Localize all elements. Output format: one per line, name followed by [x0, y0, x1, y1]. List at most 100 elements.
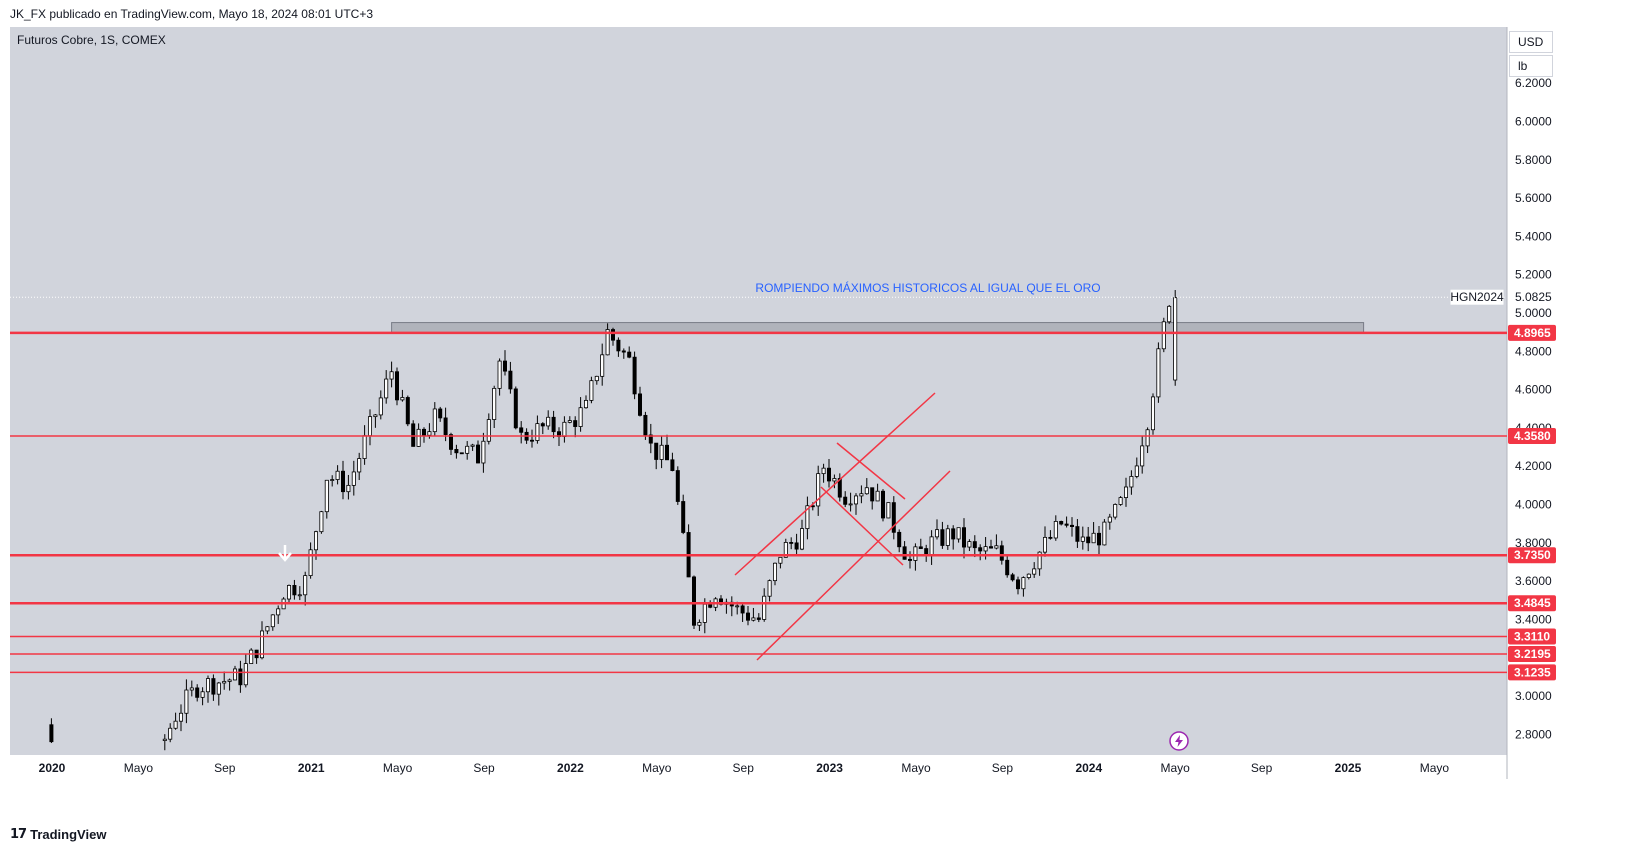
candle-body [438, 408, 443, 419]
candle-body [535, 423, 540, 441]
candle-body [400, 397, 405, 401]
y-tick-label: 5.8000 [1515, 153, 1552, 167]
candle-body [627, 351, 632, 358]
candle-body [486, 419, 491, 442]
level-price-label: 3.2195 [1514, 647, 1551, 661]
candle-body [1173, 297, 1178, 381]
candle-body [1053, 521, 1058, 539]
candle-body [513, 388, 518, 429]
x-tick-label: 2022 [557, 761, 584, 775]
candle-body [573, 420, 578, 427]
candle-body [848, 503, 853, 506]
candle-body [1129, 476, 1134, 488]
x-tick-label: Sep [1251, 761, 1273, 775]
y-tick-label: 4.8000 [1515, 344, 1552, 358]
candle-body [292, 585, 297, 596]
candle-body [454, 449, 459, 454]
candle-body [562, 421, 567, 437]
candle-body [189, 687, 194, 691]
x-tick-label: Sep [733, 761, 755, 775]
candle-body [1070, 524, 1075, 527]
candle-body [837, 478, 842, 498]
currency-button[interactable]: USD [1509, 31, 1553, 53]
candle-body [605, 329, 610, 356]
candle-body [313, 531, 318, 551]
level-price-tag [1508, 664, 1556, 681]
candle-body [270, 614, 275, 628]
symbol-title: Futuros Cobre, 1S, COMEX [17, 33, 166, 47]
candle-body [200, 691, 205, 698]
level-price-label: 3.4845 [1514, 596, 1551, 610]
candle-body [945, 528, 950, 546]
candle-body [178, 712, 183, 722]
price-chart[interactable]: Futuros Cobre, 1S, COMEX ROMPIENDO MÁXIM… [10, 27, 1624, 814]
candle-body [794, 542, 799, 550]
candle-body [864, 487, 869, 495]
x-tick-label: Mayo [1420, 761, 1450, 775]
candle-body [886, 502, 891, 519]
unit-button[interactable]: lb [1509, 55, 1553, 77]
candle-body [308, 549, 313, 577]
candle-body [546, 416, 551, 427]
candle-body [1102, 521, 1107, 546]
candle-body [389, 371, 394, 380]
x-tick-label: Sep [214, 761, 236, 775]
candle-body [286, 585, 291, 600]
resistance-zone[interactable] [391, 322, 1365, 334]
candle-body [432, 408, 437, 433]
chart-frame: Futuros Cobre, 1S, COMEX ROMPIENDO MÁXIM… [10, 27, 1624, 814]
candle-body [859, 493, 864, 497]
candle-body [411, 423, 416, 447]
arrow-down-icon [278, 545, 292, 562]
candle-body [319, 511, 324, 533]
candle-body [1151, 396, 1156, 431]
x-tick-label: 2025 [1335, 761, 1362, 775]
candle-body [567, 420, 572, 423]
candle-body [751, 617, 756, 621]
candle-body [227, 679, 232, 682]
candle-body [540, 423, 545, 427]
candle-body [1021, 577, 1026, 590]
candle-body [168, 727, 173, 740]
candle-body [670, 459, 675, 471]
candle-body [967, 541, 972, 548]
candle-body [648, 434, 653, 444]
candle-body [756, 617, 761, 620]
candle-body [854, 495, 859, 505]
candle-body [665, 444, 670, 461]
candle-body [1156, 348, 1161, 398]
wedge-line-lower[interactable] [820, 486, 904, 566]
x-tick-label: 2020 [39, 761, 66, 775]
candle-body [783, 542, 788, 558]
candle-body [519, 427, 524, 433]
tradingview-brand[interactable]: 𝟭𝟳 TradingView [10, 826, 106, 842]
channel-lower-line[interactable] [756, 470, 951, 661]
y-tick-label: 4.0000 [1515, 498, 1552, 512]
candle-body [805, 505, 810, 530]
candle-body [621, 350, 626, 353]
candle-body [989, 546, 994, 549]
candle-body [983, 546, 988, 552]
candle-body [643, 414, 648, 436]
candle-body [940, 529, 945, 546]
candle-body [481, 440, 486, 464]
level-price-label: 4.3580 [1514, 429, 1551, 443]
candle-body [1032, 568, 1037, 575]
candle-body [659, 444, 664, 460]
level-price-label: 4.8965 [1514, 326, 1551, 340]
candle-body [195, 687, 200, 698]
candle-body [962, 527, 967, 548]
candle-body [999, 545, 1004, 561]
candle-body [702, 603, 707, 623]
candle-body [162, 738, 167, 741]
flash-icon[interactable] [1169, 731, 1189, 751]
candle-body [459, 452, 464, 455]
channel-upper-line[interactable] [734, 392, 936, 576]
wedge-line-upper[interactable] [836, 442, 906, 500]
candle-body [530, 439, 535, 442]
candle-body [816, 473, 821, 507]
candle-body [508, 370, 513, 390]
candle-body [497, 360, 502, 389]
chart-annotation[interactable]: ROMPIENDO MÁXIMOS HISTORICOS AL IGUAL QU… [755, 280, 1100, 295]
candle-body [340, 470, 345, 493]
